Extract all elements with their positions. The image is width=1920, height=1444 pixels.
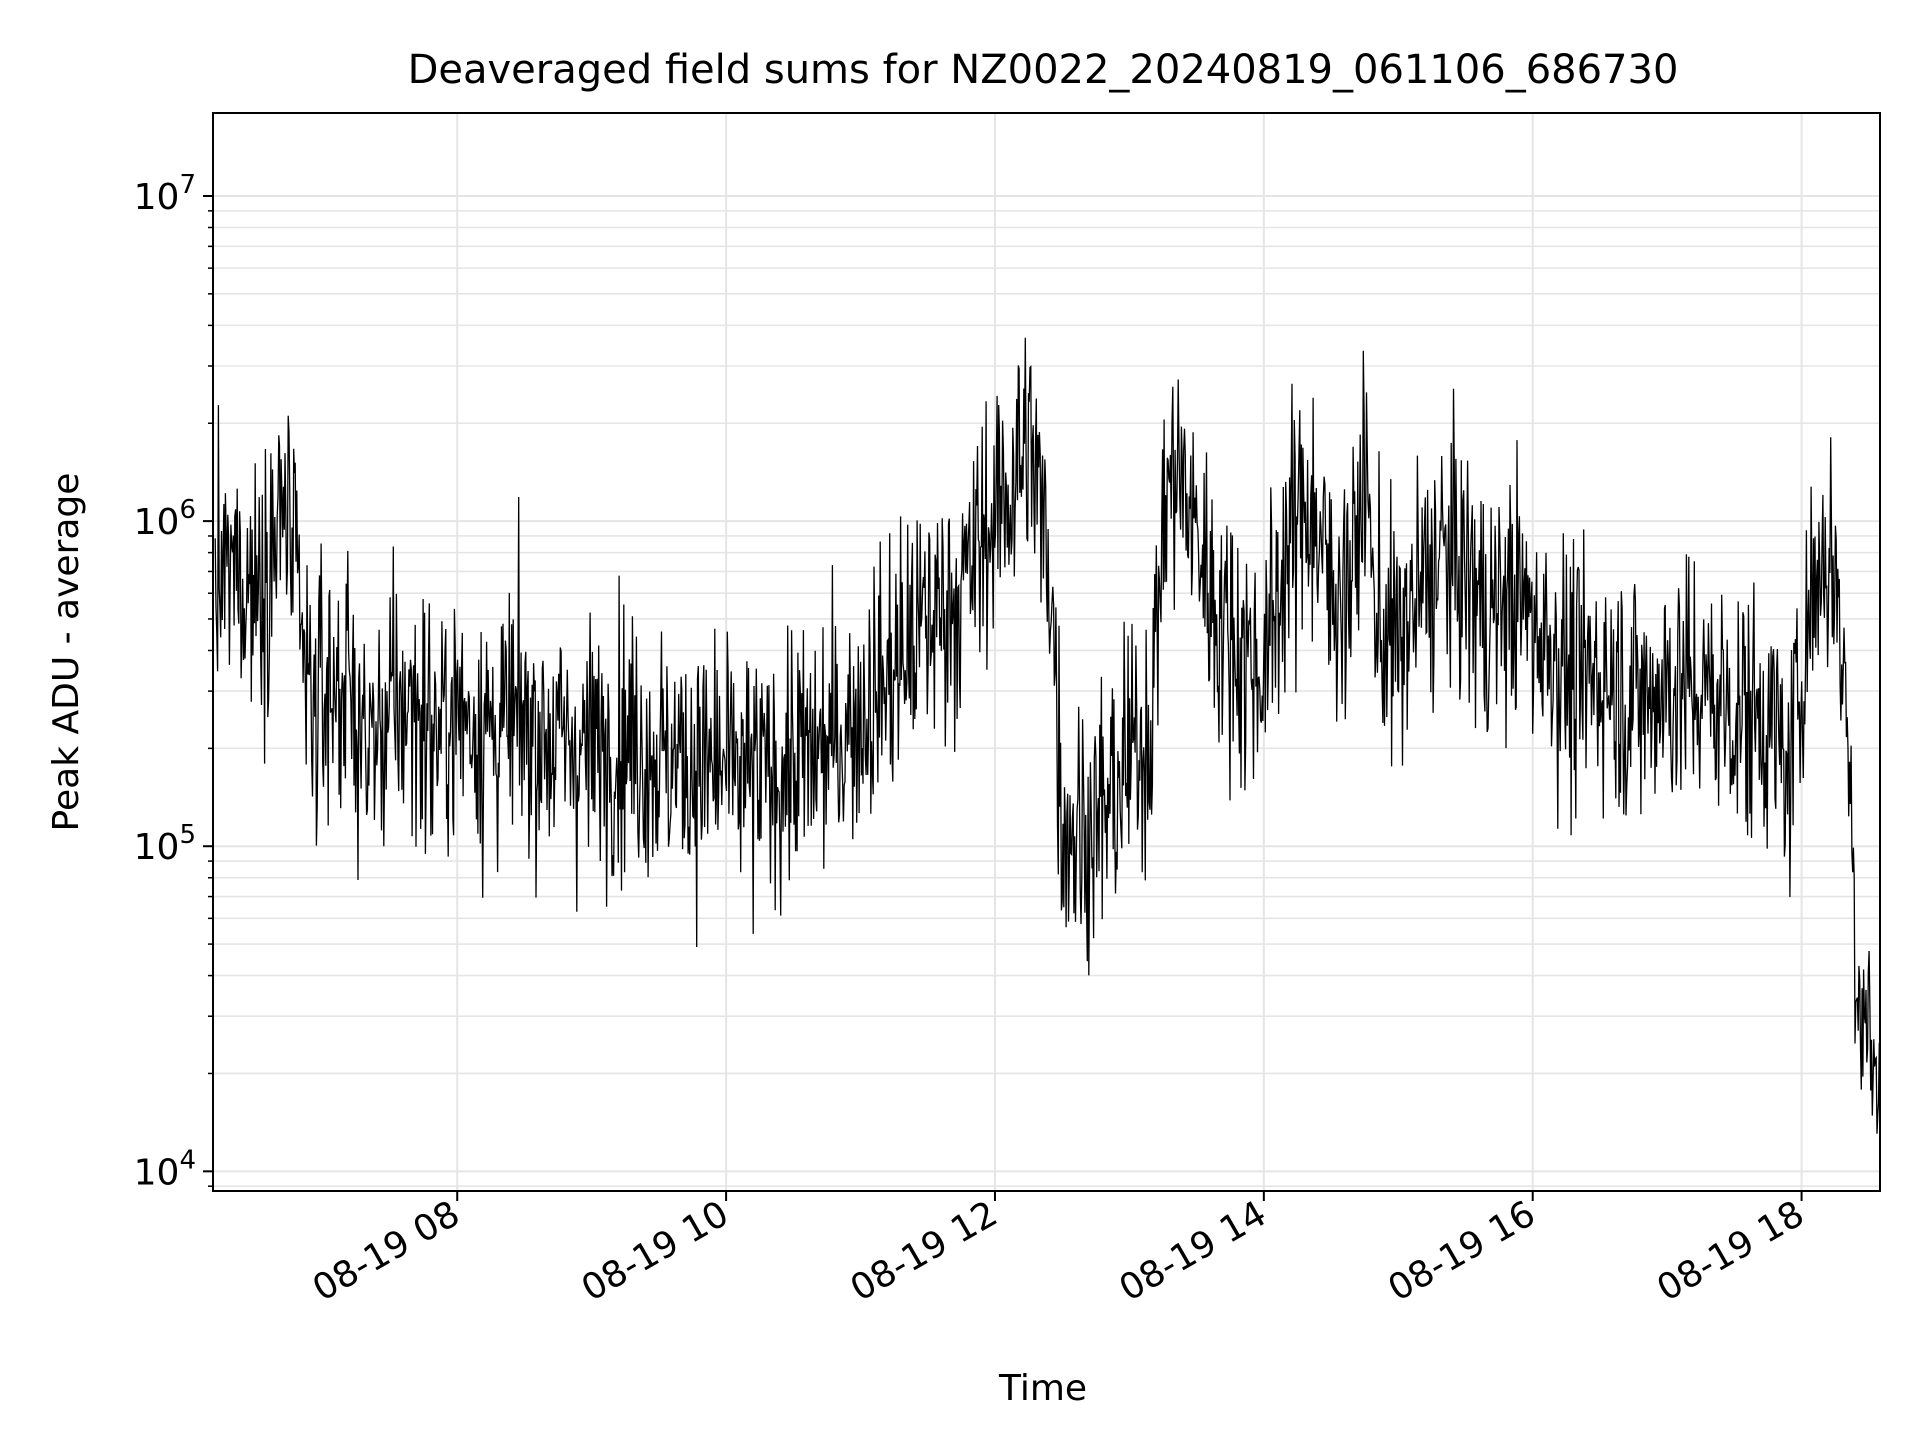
chart-title: Deaveraged field sums for NZ0022_2024081… bbox=[408, 47, 1679, 93]
x-axis-label: Time bbox=[998, 1368, 1087, 1409]
y-axis-label: Peak ADU - average bbox=[46, 473, 87, 832]
